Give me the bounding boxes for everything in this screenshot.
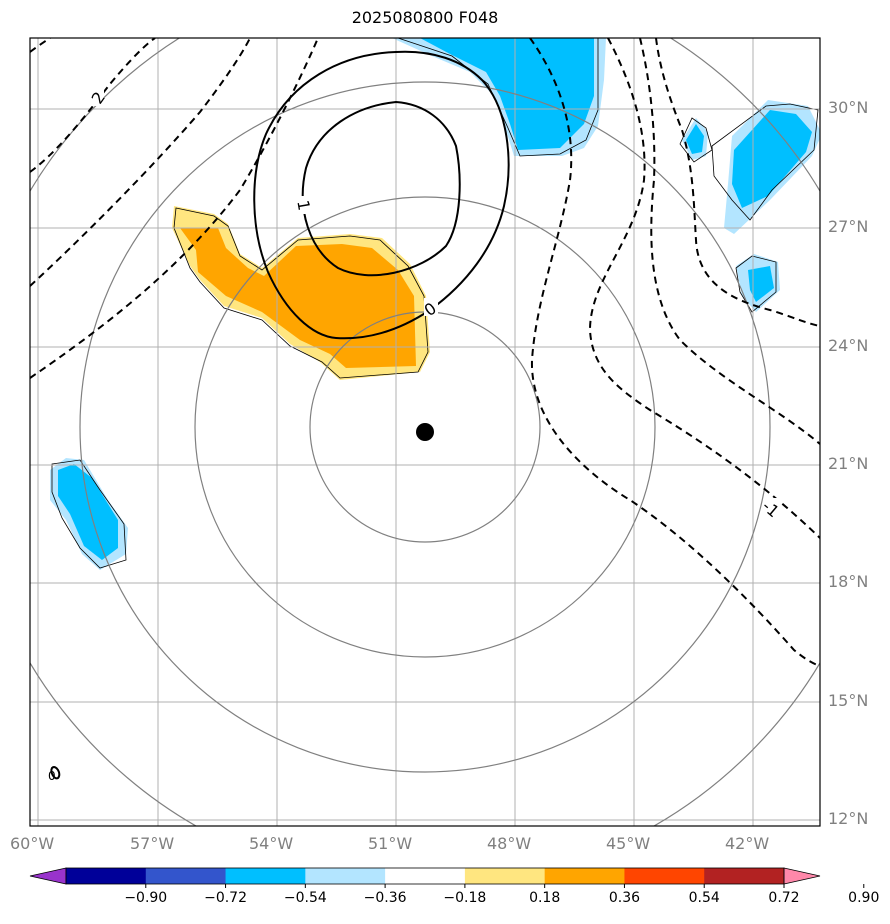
colorbar-tick-label: 0.18	[529, 890, 561, 906]
colorbar-swatch	[305, 868, 386, 884]
colorbar-outline	[65, 867, 785, 885]
contour-label-small0: 0	[48, 769, 56, 783]
negative-shade-small1-inner	[686, 124, 704, 154]
negative-shade-small2-inner	[748, 266, 774, 302]
colorbar-swatch	[704, 868, 785, 884]
lat-tick: 27°N	[828, 217, 869, 236]
contour-neg-e	[655, 38, 820, 327]
contour-neg-a	[30, 38, 251, 287]
lon-tick: 51°W	[368, 834, 413, 853]
colorbar-tick-label: −0.90	[124, 890, 168, 906]
center-marker	[416, 423, 434, 441]
colorbar-swatch	[145, 868, 227, 884]
lon-tick: 57°W	[130, 834, 175, 853]
colorbar-swatch	[66, 868, 147, 884]
negative-outline-right	[711, 103, 819, 221]
negative-shade-top-inner	[420, 38, 594, 150]
colorbar-tick-label: 0.72	[768, 890, 800, 906]
colorbar-tick-label: −0.36	[363, 890, 407, 906]
colorbar-extend-low	[29, 867, 67, 885]
dashed-contours	[30, 38, 820, 667]
colorbar-tick-label: −0.54	[283, 890, 327, 906]
map-frame	[29, 37, 821, 827]
colorbar-swatch	[624, 868, 705, 884]
lon-tick: 45°W	[606, 834, 651, 853]
lon-tick: 60°W	[10, 834, 55, 853]
colorbar	[29, 867, 865, 888]
colorbar-swatch	[544, 868, 625, 884]
colorbar-swatch	[225, 868, 306, 884]
negative-shade-left-inner	[58, 464, 118, 560]
lat-tick: 18°N	[828, 572, 869, 591]
colorbar-tick-label: 0.54	[688, 890, 720, 906]
contour-neg2	[30, 38, 156, 173]
map-title: 2025080800 F048	[351, 8, 499, 27]
negative-shade-right-inner	[732, 110, 812, 208]
contour-neg-c	[529, 38, 820, 667]
colorbar-extend-high	[783, 867, 821, 885]
lat-tick: 30°N	[828, 98, 869, 117]
colorbar-tick-label: 0.36	[608, 890, 641, 906]
contour-1	[301, 100, 461, 277]
negative-outline-left	[51, 459, 127, 569]
lon-tick: 48°W	[487, 834, 532, 853]
negative-outline-small1	[679, 117, 713, 163]
lat-tick: 15°N	[828, 691, 869, 710]
lat-tick: 12°N	[828, 809, 869, 828]
lat-tick: 21°N	[828, 454, 869, 473]
negative-outline-small2	[735, 255, 777, 313]
colorbar-tick-label: 0.90	[848, 890, 880, 906]
contour-neg-f	[639, 38, 820, 445]
lon-tick: 42°W	[725, 834, 770, 853]
contour-0	[253, 50, 510, 340]
contour-neg-b	[30, 38, 319, 379]
contour-neg2-b	[30, 38, 51, 53]
colorbar-tick-label: −0.18	[443, 890, 487, 906]
positive-shade-inner	[180, 228, 416, 368]
colorbar-tick-label: −0.72	[204, 890, 247, 906]
lat-tick: 24°N	[828, 336, 869, 355]
lon-tick: 54°W	[249, 834, 294, 853]
colorbar-swatch	[385, 868, 466, 884]
solid-contours	[50, 50, 510, 780]
contour-label-1: 1	[293, 199, 313, 212]
positive-outline	[173, 207, 429, 379]
colorbar-swatch	[464, 868, 546, 884]
contour-0-small	[50, 766, 61, 780]
